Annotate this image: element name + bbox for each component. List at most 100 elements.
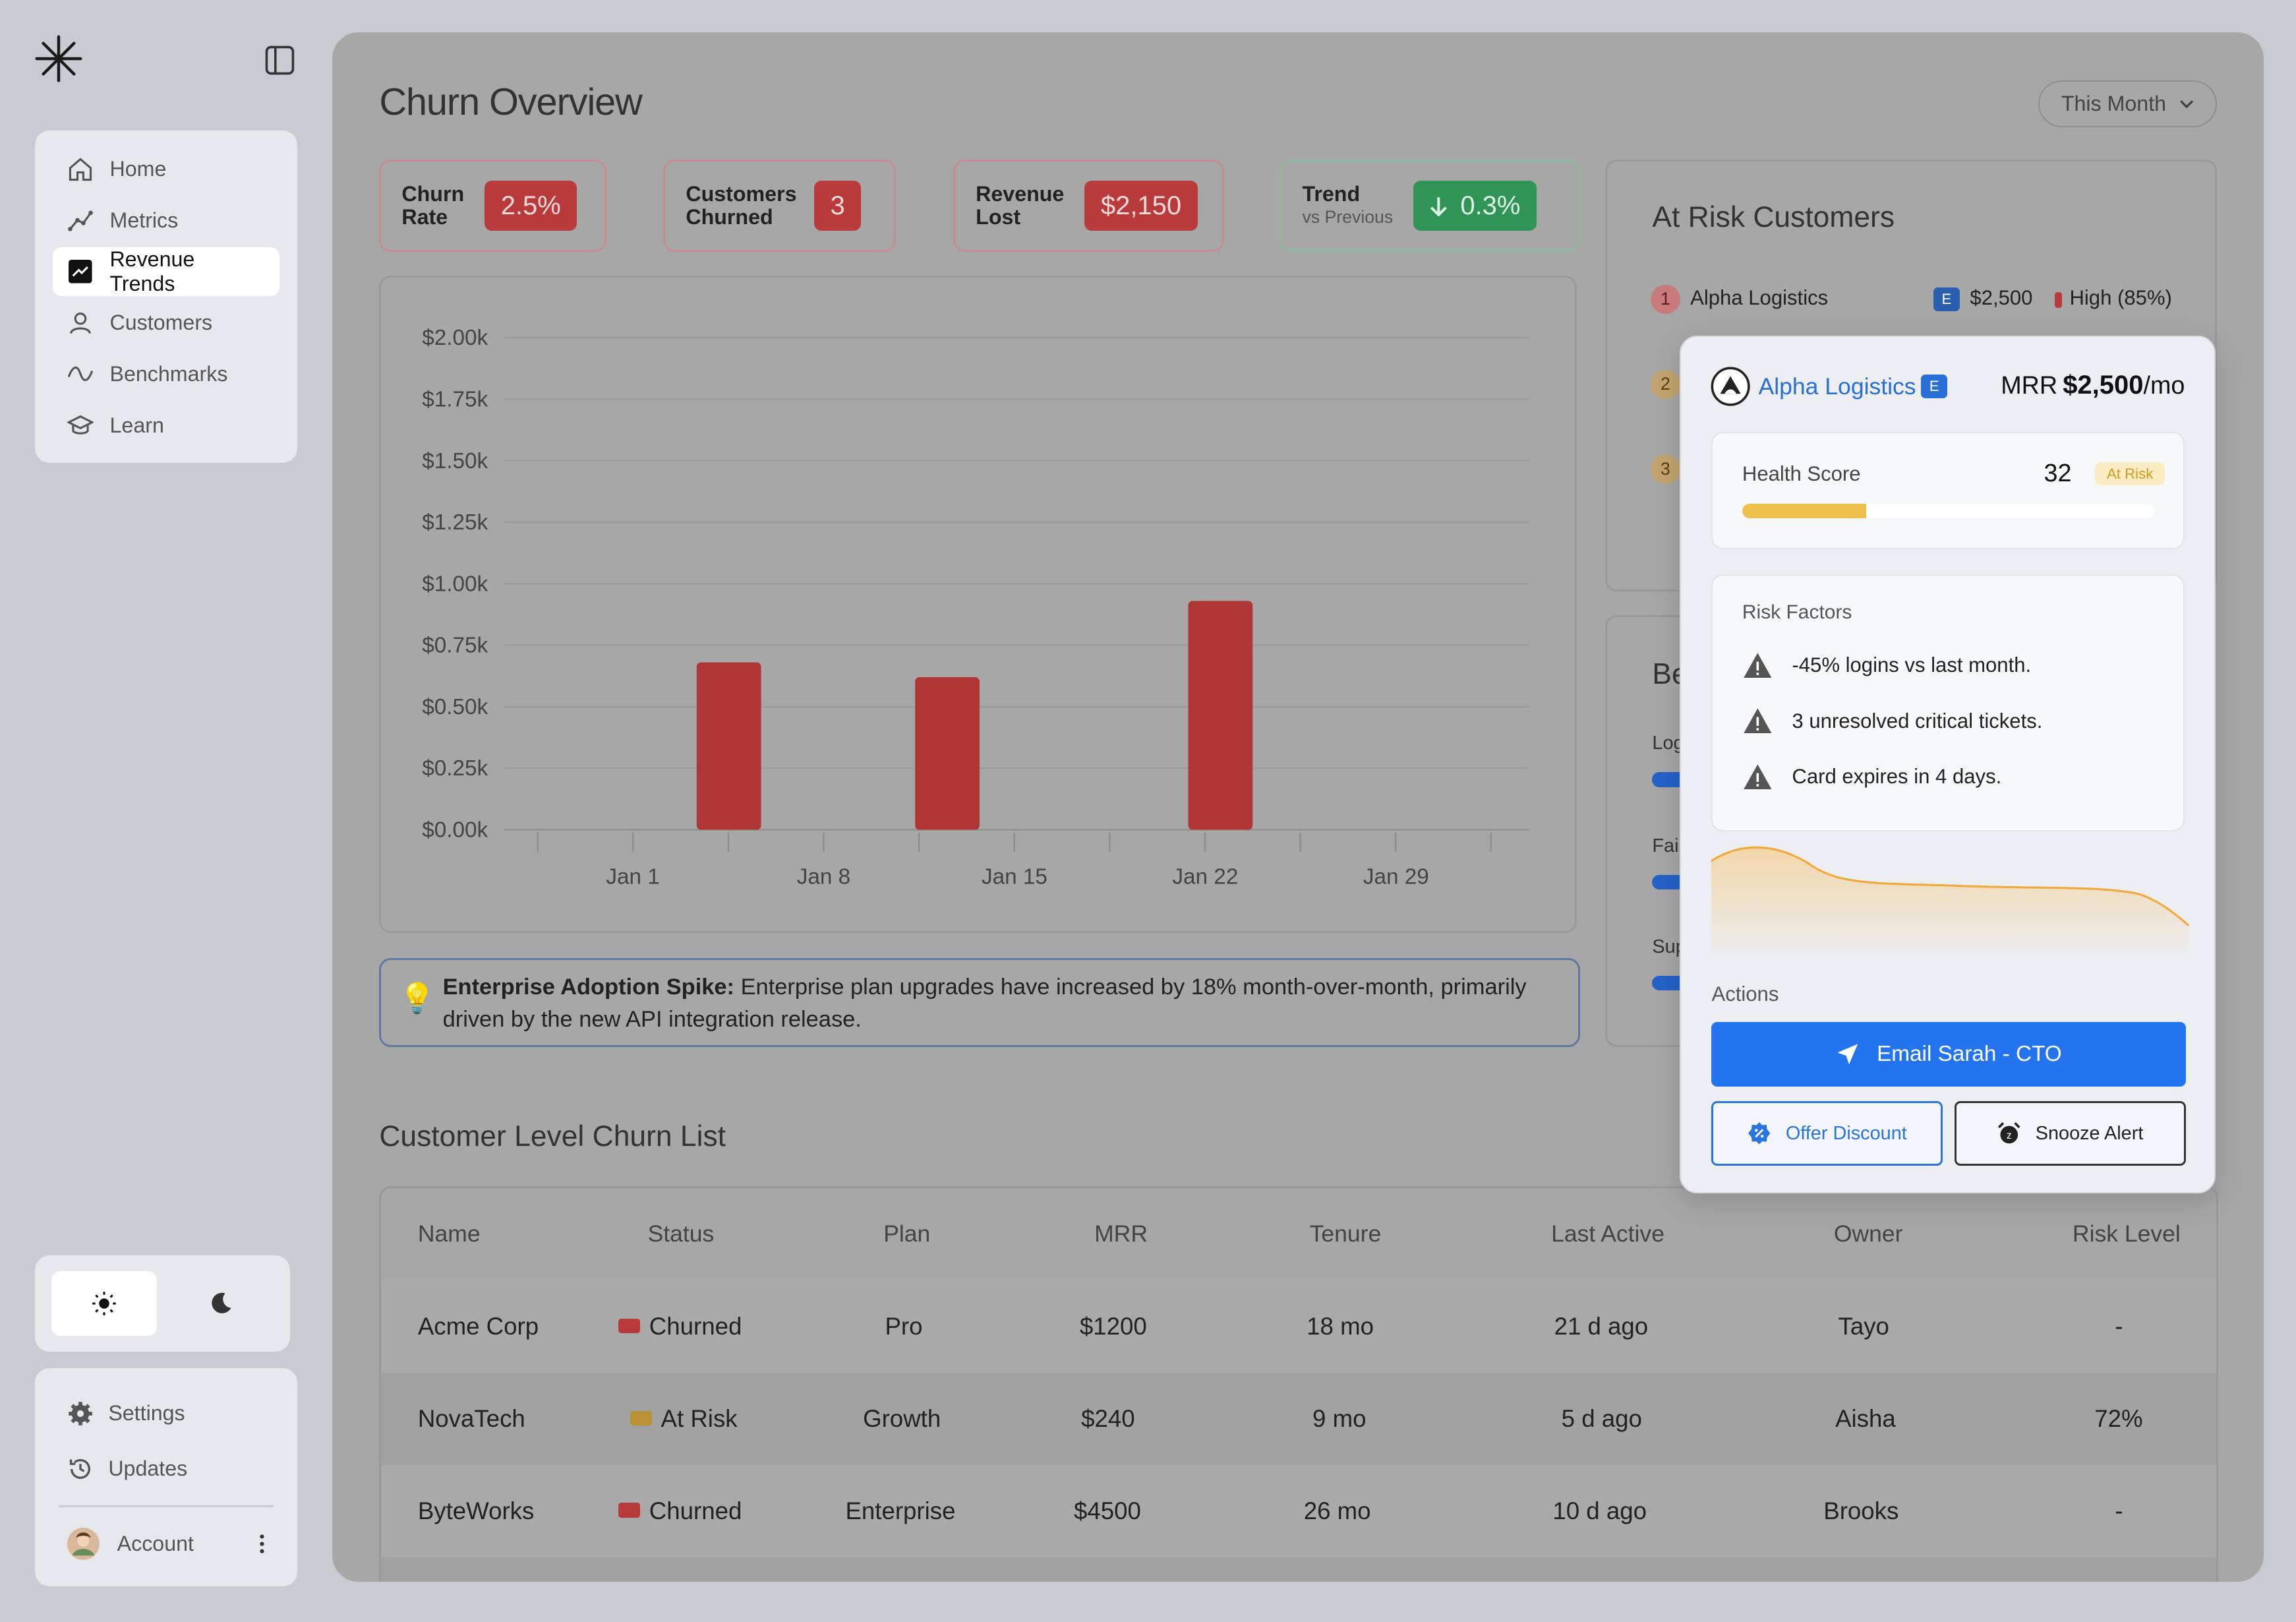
sidebar-toggle-icon[interactable] xyxy=(264,44,296,76)
sidebar-item-label: Benchmarks xyxy=(109,361,228,386)
y-tick-label: $0.25k xyxy=(423,756,488,781)
popover-mrr: MRR $2,500/mo xyxy=(2001,371,2185,400)
chart-bar[interactable] xyxy=(915,676,980,830)
kpi-churn-rate: Churn Rate 2.5% xyxy=(379,160,606,253)
cell-risk: - xyxy=(2115,1313,2123,1340)
chevron-down-icon xyxy=(2180,100,2194,109)
kpi-value: 3 xyxy=(814,181,862,231)
column-header[interactable]: Last Active xyxy=(1551,1220,1664,1247)
table-row[interactable]: Acme Corp Churned Pro $1200 18 mo 21 d a… xyxy=(381,1280,2217,1373)
chart-bar[interactable] xyxy=(1188,600,1253,830)
risk-factor-item: Card expires in 4 days. xyxy=(1742,763,2001,791)
alarm-clock-icon: z xyxy=(1997,1122,2020,1144)
status-text: Churned xyxy=(649,1313,742,1340)
refresh-clock-icon xyxy=(70,1458,91,1479)
kpi-label: Churned xyxy=(686,205,773,229)
cell-status: Churned xyxy=(618,1497,742,1525)
status-badge: At Risk xyxy=(2095,462,2165,486)
x-tick-label: Jan 22 xyxy=(1173,864,1239,889)
risk-factor-text: Card expires in 4 days. xyxy=(1792,764,2002,788)
cell-tenure: 26 mo xyxy=(1303,1497,1371,1524)
kpi-sub-label: vs Previous xyxy=(1302,207,1394,227)
updates-label: Updates xyxy=(108,1457,188,1481)
column-header[interactable]: Tenure xyxy=(1309,1220,1382,1247)
at-risk-level: High (85%) xyxy=(2069,285,2172,309)
kpi-label: Customers xyxy=(686,181,797,206)
health-progress-fill xyxy=(1742,503,1866,518)
chart-bar[interactable] xyxy=(697,662,761,830)
more-vertical-icon[interactable] xyxy=(259,1534,265,1554)
main-panel: Churn Overview This Month Churn Rate 2.5%… xyxy=(332,32,2264,1582)
x-tick-label: Jan 8 xyxy=(797,864,850,889)
column-header[interactable]: Risk Level xyxy=(2072,1220,2181,1247)
column-header[interactable]: Plan xyxy=(883,1220,931,1247)
chart-svg: $0.00k $0.25k $0.50k $0.75k $1.00k $1.25k $1.5… xyxy=(423,326,1529,889)
table-row[interactable]: ByteWorks Churned Enterprise $4500 26 mo… xyxy=(381,1465,2217,1557)
x-tick-label: Jan 29 xyxy=(1363,864,1429,889)
bench-label: Fail xyxy=(1652,835,1683,856)
churn-list-title: Customer Level Churn List xyxy=(379,1120,726,1153)
date-range-select[interactable]: This Month xyxy=(2038,80,2218,128)
risk-factor-text: -45% logins vs last month. xyxy=(1792,653,2032,677)
sidebar-item-metrics[interactable]: Metrics xyxy=(53,196,280,245)
offer-discount-button[interactable]: Offer Discount xyxy=(1711,1101,1943,1166)
cell-tenure: 9 mo xyxy=(1312,1404,1367,1432)
graduation-cap-icon xyxy=(67,412,94,438)
sidebar-item-label: Revenue Trends xyxy=(109,247,195,296)
risk-factors-card: Risk Factors -45% logins vs last month. … xyxy=(1711,574,2185,832)
sidebar-item-customers[interactable]: Customers xyxy=(53,299,280,347)
column-header[interactable]: MRR xyxy=(1094,1220,1148,1247)
kpi-value: 2.5% xyxy=(485,181,577,231)
kpi-value: $2,150 xyxy=(1084,181,1198,231)
plan-badge: E xyxy=(1933,287,1960,311)
home-icon xyxy=(67,156,94,183)
lightbulb-icon: 💡 xyxy=(398,982,436,1015)
at-risk-customer-name[interactable]: Alpha Logistics xyxy=(1690,285,1829,309)
kpi-label: Lost xyxy=(976,205,1021,229)
logo-icon xyxy=(35,35,82,82)
snooze-button-label: Snooze Alert xyxy=(2035,1122,2144,1144)
dark-mode-button[interactable] xyxy=(168,1271,274,1336)
gear-icon xyxy=(69,1401,92,1426)
kpi-revenue-lost: Revenue Lost $2,150 xyxy=(953,160,1224,253)
email-contact-button[interactable]: Email Sarah - CTO xyxy=(1711,1022,2187,1087)
sidebar-item-home[interactable]: Home xyxy=(53,145,280,193)
cell-name: NovaTech xyxy=(417,1404,525,1432)
theme-switcher xyxy=(35,1255,290,1352)
sidebar-item-benchmarks[interactable]: Benchmarks xyxy=(53,350,280,398)
rank-badge: 3 xyxy=(1651,454,1680,484)
warning-icon xyxy=(1744,764,1772,789)
table-row[interactable] xyxy=(381,1557,2217,1582)
sun-icon xyxy=(92,1292,116,1315)
sidebar-item-learn[interactable]: Learn xyxy=(53,402,280,450)
at-risk-mrr: $2,500 xyxy=(1970,285,2033,309)
y-tick-label: $0.75k xyxy=(423,633,488,657)
health-progress-bar xyxy=(1742,503,2156,518)
kpi-value: 0.3% xyxy=(1413,181,1537,231)
table-row[interactable]: NovaTech At Risk Growth $240 9 mo 5 d ag… xyxy=(381,1373,2217,1466)
y-tick-label: $0.50k xyxy=(423,695,488,719)
sidebar-nav: Home Metrics Revenue Trends Customers Be… xyxy=(35,130,297,463)
column-header[interactable]: Name xyxy=(417,1220,481,1247)
risk-factors-title: Risk Factors xyxy=(1742,601,1852,624)
status-text: Churned xyxy=(649,1497,742,1524)
kpi-customers-churned: Customers Churned 3 xyxy=(663,160,897,253)
settings-item[interactable]: Settings xyxy=(53,1385,280,1441)
column-header[interactable]: Owner xyxy=(1833,1220,1903,1247)
sidebar-item-revenue-trends[interactable]: Revenue Trends xyxy=(52,247,280,296)
popover-customer-name[interactable]: Alpha Logistics xyxy=(1758,373,1916,400)
mrr-label: MRR xyxy=(2001,371,2058,400)
column-header[interactable]: Status xyxy=(647,1220,715,1247)
snooze-alert-button[interactable]: z Snooze Alert xyxy=(1955,1101,2187,1166)
account-item[interactable]: Account xyxy=(53,1516,280,1571)
light-mode-button[interactable] xyxy=(51,1271,157,1336)
plan-badge: E xyxy=(1921,375,1948,398)
cell-plan: Enterprise xyxy=(845,1497,956,1524)
y-tick-label: $1.50k xyxy=(423,448,488,473)
cell-tenure: 18 mo xyxy=(1307,1313,1374,1340)
updates-item[interactable]: Updates xyxy=(53,1441,280,1497)
mrr-unit: /mo xyxy=(2143,371,2185,400)
sidebar-item-label: Customers xyxy=(109,311,213,335)
sidebar-item-label: Learn xyxy=(109,413,164,437)
